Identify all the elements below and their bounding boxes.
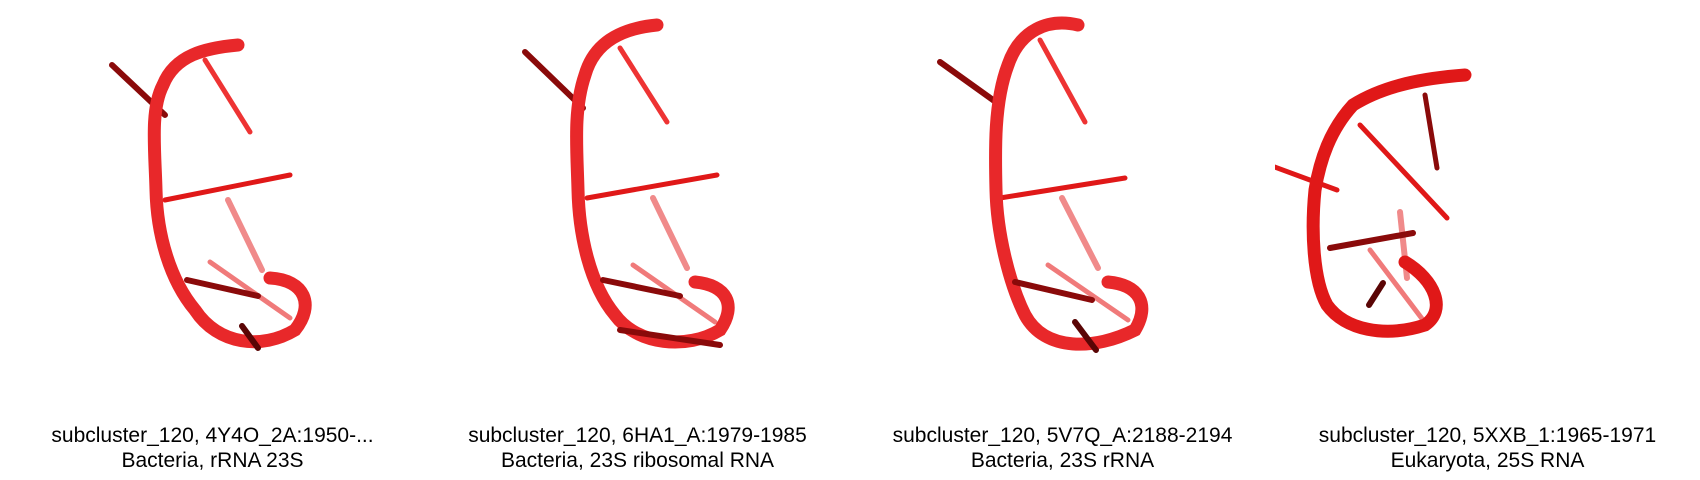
- panel-title: subcluster_120, 5XXB_1:1965-1971: [1318, 424, 1657, 447]
- panel-title: subcluster_120, 4Y4O_2A:1950-...: [51, 424, 374, 447]
- base-stick: [997, 175, 1128, 201]
- base-stick: [1366, 280, 1386, 308]
- base-stick: [617, 327, 723, 348]
- base-stick: [600, 277, 683, 299]
- base-stick: [617, 45, 670, 125]
- panel-subtitle: Bacteria, rRNA 23S: [121, 449, 304, 472]
- base-stick: [1072, 319, 1099, 353]
- base-stick: [584, 172, 720, 201]
- base-stick: [162, 172, 293, 203]
- panel-title: subcluster_120, 5V7Q_A:2188-2194: [892, 424, 1233, 447]
- rna-structure-image-1: [109, 38, 312, 351]
- panel-title: subcluster_120, 6HA1_A:1979-1985: [468, 424, 807, 447]
- base-stick: [650, 195, 690, 271]
- base-stick: [1012, 279, 1095, 303]
- rna-backbone: [570, 18, 735, 349]
- rna-structure-image-3: [937, 16, 1149, 353]
- base-stick: [1367, 247, 1426, 323]
- structure-panel-1: subcluster_120, 4Y4O_2A:1950-... Bacteri…: [0, 0, 425, 480]
- panel-subtitle: Eukaryota, 25S RNA: [1390, 449, 1585, 472]
- rna-backbone: [988, 16, 1149, 351]
- structure-panel-4: subcluster_120, 5XXB_1:1965-1971 Eukaryo…: [1275, 0, 1700, 480]
- rna-structure-image-4: [1275, 68, 1472, 338]
- structure-panel-2: subcluster_120, 6HA1_A:1979-1985 Bacteri…: [425, 0, 850, 480]
- rna-backbone: [1306, 68, 1472, 338]
- base-stick: [207, 259, 293, 321]
- base-stick: [1357, 122, 1450, 221]
- base-stick: [1327, 230, 1416, 251]
- base-stick: [1422, 92, 1440, 171]
- base-stick: [1045, 262, 1131, 323]
- base-stick: [202, 57, 253, 135]
- panel-subtitle: Bacteria, 23S rRNA: [970, 449, 1155, 472]
- rna-structure-image-2: [522, 18, 735, 349]
- base-stick: [225, 197, 265, 273]
- structure-panel-3: subcluster_120, 5V7Q_A:2188-2194 Bacteri…: [850, 0, 1275, 480]
- base-stick: [184, 277, 261, 299]
- panel-subtitle: Bacteria, 23S ribosomal RNA: [500, 449, 775, 472]
- base-stick: [937, 59, 1003, 108]
- base-stick: [1059, 195, 1101, 271]
- base-stick: [239, 323, 261, 351]
- base-stick: [1037, 37, 1088, 125]
- rna-backbone: [147, 38, 312, 349]
